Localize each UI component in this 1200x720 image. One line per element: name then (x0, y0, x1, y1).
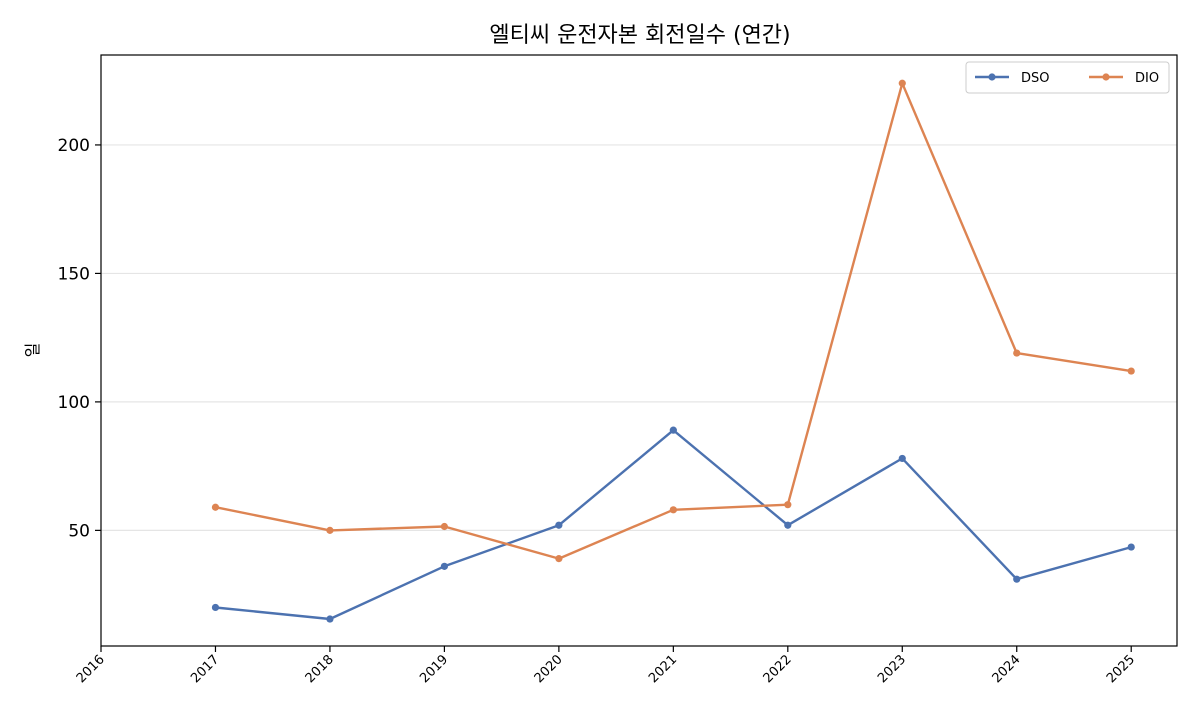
data-point-dio (669, 506, 677, 514)
y-tick-label: 50 (68, 521, 90, 541)
data-point-dso (211, 603, 220, 612)
legend-box (965, 61, 1170, 94)
series (211, 79, 1135, 623)
legend-label-dio: DIO (1135, 71, 1159, 86)
y-tick-label: 100 (58, 393, 90, 413)
legend-marker-dio (1102, 73, 1110, 81)
data-point-dio (440, 522, 449, 531)
data-point-dio (1127, 367, 1135, 375)
data-point-dio (211, 503, 220, 511)
plot-frame (100, 54, 1178, 647)
data-point-dio (898, 79, 906, 87)
legend-marker-dso (988, 73, 996, 81)
data-point-dso (326, 615, 334, 623)
data-point-dso (1013, 575, 1021, 583)
data-point-dso (555, 521, 563, 529)
data-point-dso (898, 454, 906, 463)
grid (101, 144, 1177, 531)
data-point-dso (669, 426, 677, 434)
data-point-dio (784, 501, 792, 509)
legend-label-dso: DSO (1021, 71, 1050, 86)
data-point-dso (784, 521, 792, 529)
legend: DSO DIO (965, 61, 1170, 94)
data-point-dio (555, 555, 563, 563)
chart-title: 엘티씨 운전자본 회전일수 (연간) (489, 23, 790, 48)
data-point-dso (440, 562, 449, 570)
y-tick-label: 200 (58, 136, 90, 156)
y-tick-label: 150 (58, 264, 90, 284)
data-point-dso (1127, 543, 1135, 551)
y-axis-label: 일 (23, 343, 42, 358)
data-point-dio (1013, 349, 1021, 357)
data-point-dio (326, 526, 334, 534)
